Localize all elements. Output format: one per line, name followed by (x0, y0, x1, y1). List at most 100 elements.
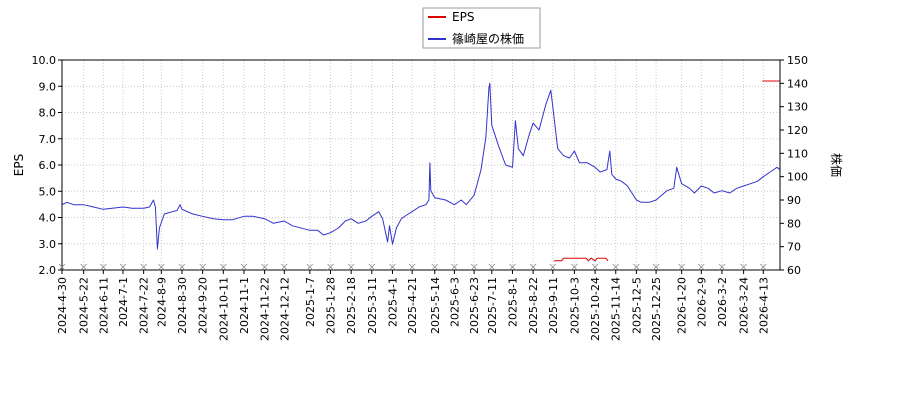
x-marker (158, 263, 165, 271)
x-tick-label: 2025-10-3 (568, 277, 581, 334)
x-tick-label: 2025-12-5 (630, 277, 643, 334)
x-tick-label: 2025-6-3 (448, 277, 461, 327)
y-right-tick-label: 60 (787, 264, 801, 277)
x-tick-label: 2025-3-11 (366, 277, 379, 334)
x-tick-label: 2025-12-25 (650, 277, 663, 341)
x-marker (368, 263, 376, 271)
y-left-tick-label: 2.0 (39, 264, 57, 277)
x-axis-ticks: 2024-4-30 2024-5-22 2024-6-11 2024-7-1 2024-… (56, 263, 770, 341)
x-marker (488, 263, 496, 271)
legend-price-label: 篠崎屋の株価 (452, 31, 524, 46)
x-marker (261, 263, 268, 271)
x-marker (327, 263, 334, 271)
x-tick-label: 2024-10-11 (217, 277, 230, 341)
x-tick-label: 2024-7-22 (138, 277, 151, 334)
y-left-tick-label: 6.0 (39, 159, 57, 172)
x-tick-label: 2024-6-11 (97, 277, 110, 334)
y-left-tick-label: 10.0 (32, 54, 57, 67)
x-tick-label: 2026-1-20 (676, 277, 689, 334)
x-tick-label: 2024-12-12 (278, 277, 291, 341)
x-tick-label: 2026-2-9 (695, 277, 708, 327)
x-marker (178, 263, 186, 271)
x-tick-label: 2025-1-7 (304, 277, 317, 327)
x-tick-label: 2025-5-14 (429, 277, 442, 334)
legend-eps-label: EPS (452, 10, 474, 24)
x-marker (529, 263, 537, 271)
x-marker (549, 263, 557, 271)
x-tick-label: 2024-11-1 (238, 277, 251, 334)
y-left-tick-label: 5.0 (39, 185, 57, 198)
x-tick-label: 2025-11-14 (610, 277, 623, 341)
x-marker (612, 263, 620, 271)
legend-box (422, 7, 541, 49)
y-right-tick-label: 70 (787, 241, 801, 254)
series-line-stock-price (61, 82, 781, 250)
x-tick-label: 2025-4-1 (386, 277, 399, 327)
x-tick-label: 2024-9-20 (197, 277, 210, 334)
x-marker (220, 263, 227, 271)
y-right-tick-label: 100 (787, 171, 808, 184)
x-marker (199, 263, 206, 271)
x-tick-label: 2024-4-30 (56, 277, 69, 334)
x-marker (431, 263, 439, 271)
y-right-tick-label: 90 (787, 194, 801, 207)
x-marker (119, 263, 127, 271)
x-marker (240, 263, 248, 271)
x-marker (140, 263, 147, 271)
y-left-label: EPS (12, 154, 26, 176)
x-marker (470, 263, 478, 271)
x-marker (306, 263, 314, 271)
x-marker (281, 263, 288, 271)
x-tick-label: 2024-7-1 (117, 277, 130, 327)
x-tick-label: 2025-1-28 (325, 277, 338, 334)
x-tick-label: 2024-8-30 (176, 277, 189, 334)
x-tick-label: 2026-4-13 (757, 277, 770, 334)
x-marker (509, 263, 516, 271)
x-marker (678, 263, 685, 271)
legend: EPS 篠崎屋の株価 (422, 7, 541, 49)
x-tick-label: 2025-4-21 (406, 277, 419, 334)
y-right-tick-label: 140 (787, 77, 808, 90)
x-tick-label: 2025-6-23 (468, 277, 481, 334)
y-left-tick-label: 4.0 (39, 212, 57, 225)
y-left-tick-label: 7.0 (39, 133, 57, 146)
x-marker (80, 263, 87, 271)
x-tick-label: 2026-3-24 (738, 277, 751, 334)
y-right-tick-label: 80 (787, 217, 801, 230)
x-tick-label: 2025-7-11 (486, 277, 499, 334)
series-line-eps (553, 257, 609, 262)
x-marker (571, 263, 578, 271)
y-right-tick-label: 150 (787, 54, 808, 67)
series-layer (61, 80, 781, 262)
x-tick-label: 2025-8-1 (506, 277, 519, 327)
x-tick-label: 2025-9-11 (547, 277, 560, 334)
x-marker (451, 263, 458, 271)
plot-frame (61, 59, 781, 271)
y-right-label: 株価 (829, 153, 844, 177)
x-marker (58, 263, 66, 271)
x-marker (633, 263, 640, 271)
x-marker (347, 263, 355, 271)
x-marker (718, 263, 726, 271)
x-marker (740, 263, 747, 271)
y-right-tick-label: 110 (787, 147, 808, 160)
y-left-tick-label: 3.0 (39, 238, 57, 251)
axes: 2.0 3.0 4.0 5.0 6.0 7.0 8.0 9.0 10.0 60 70 80 90 100 1… (32, 54, 809, 277)
x-tick-label: 2025-8-22 (527, 277, 540, 334)
x-tick-label: 2024-8-9 (155, 277, 168, 327)
x-marker (408, 263, 416, 271)
x-marker (652, 263, 660, 271)
x-marker (591, 263, 599, 271)
x-marker (759, 263, 767, 271)
x-tick-label: 2024-11-22 (259, 277, 272, 341)
x-marker (389, 263, 396, 271)
x-marker (698, 263, 705, 271)
x-tick-label: 2024-5-22 (78, 277, 91, 334)
y-left-tick-label: 9.0 (39, 80, 57, 93)
y-right-tick-label: 120 (787, 124, 808, 137)
y-left-tick-label: 8.0 (39, 107, 57, 120)
grid (61, 59, 780, 271)
x-tick-label: 2025-10-24 (589, 277, 602, 341)
y-right-tick-label: 130 (787, 101, 808, 114)
